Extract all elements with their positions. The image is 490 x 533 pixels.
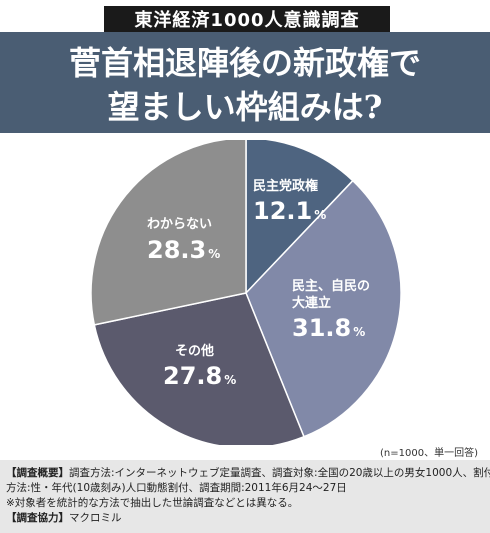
slice-label-grand-coalition-2: 大連立 (292, 295, 331, 311)
pie-slice-3 (90, 140, 247, 326)
slice-label-grand-coalition-1: 民主、自民の (292, 278, 370, 294)
slice-label-other: その他 (175, 343, 214, 359)
sample-note: (n=1000、単一回答) (380, 448, 478, 459)
footer-line-1: 【調査概要】調査方法:インターネットウェブ定量調査、調査対象:全国の20歳以上の… (6, 467, 490, 479)
slice-value-grand-coalition: 31.8% (292, 314, 365, 342)
title-band: 菅首相退陣後の新政権で 望ましい枠組みは? (0, 32, 490, 133)
pie-slice-0 (245, 140, 354, 295)
pie-slice-1 (245, 179, 402, 438)
survey-footer: 【調査概要】調査方法:インターネットウェブ定量調査、調査対象:全国の20歳以上の… (0, 460, 490, 533)
slice-value-dont-know: 28.3% (147, 236, 220, 264)
title-line-1: 菅首相退陣後の新政権で (68, 44, 421, 82)
footer-line-2: 方法:性・年代(10歳刻み)人口動態割付、調査期間:2011年6月24〜27日 (6, 482, 347, 494)
slice-value-other: 27.8% (163, 362, 236, 390)
survey-badge: 東洋経済1000人意識調査 (104, 6, 390, 35)
slice-label-dont-know: わからない (147, 217, 212, 232)
pie-slice-2 (93, 292, 305, 445)
footer-line-4: 【調査協力】マクロミル (6, 512, 122, 524)
pie-chart: 民主党政権 12.1% 民主、自民の 大連立 31.8% その他 27.8% わ… (90, 140, 402, 445)
slice-value-democratic-gov: 12.1% (253, 197, 326, 225)
pie-slices (90, 140, 402, 445)
title-line-2: 望ましい枠組みは? (107, 88, 383, 126)
footer-line-3: ※対象者を統計的な方法で抽出した世論調査などとは異なる。 (6, 497, 299, 509)
slice-label-democratic-gov: 民主党政権 (253, 178, 318, 194)
